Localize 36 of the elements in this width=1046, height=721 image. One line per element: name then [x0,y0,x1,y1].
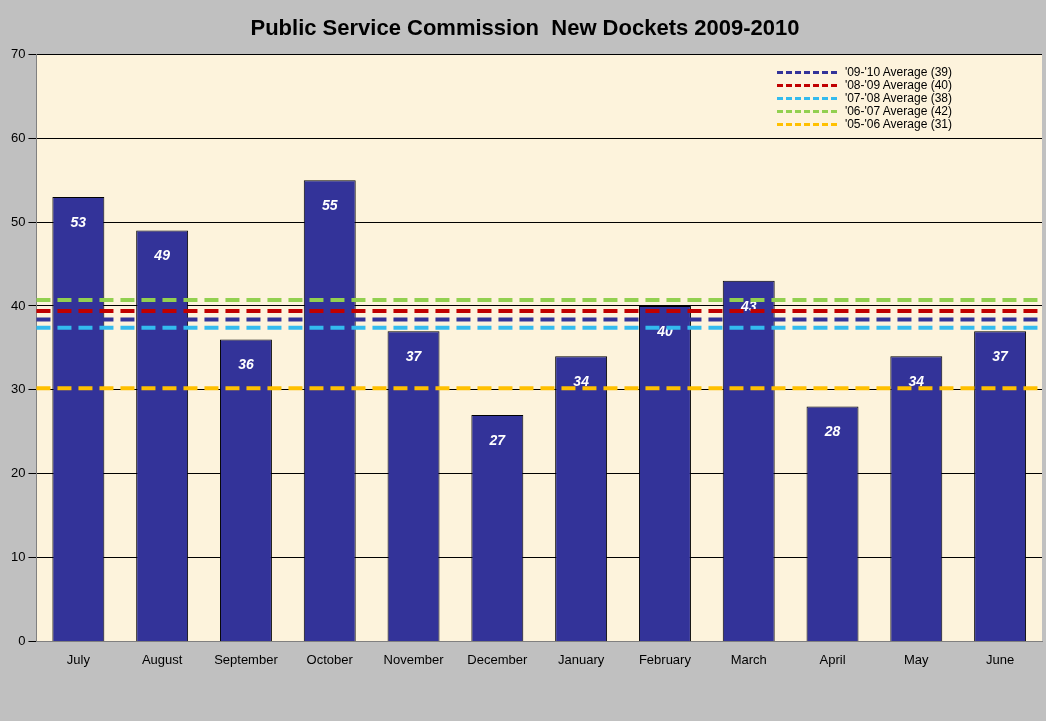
data-label: 27 [488,431,507,448]
x-tick-label: November [383,651,445,667]
data-label: 55 [321,197,338,214]
x-tick-label: October [306,651,354,667]
x-tick-label: April [819,651,846,667]
chart-title: Public Service Commission New Dockets 2009-2010 [250,15,800,41]
data-label: 28 [823,423,841,440]
y-tick-label: 30 [10,381,26,397]
legend-label: '07-'08 Average (38) [844,91,952,106]
data-label: 34 [908,373,925,390]
legend-label: '08-'09 Average (40) [844,78,952,93]
legend-label: '06-'07 Average (42) [844,104,952,119]
data-label: 37 [405,347,423,364]
x-tick-label: February [638,651,692,667]
x-tick-label: August [141,651,183,667]
y-tick-label: 40 [10,297,26,313]
y-tick-label: 60 [10,129,26,145]
x-tick-label: September [214,651,279,667]
data-label: 53 [70,213,87,230]
legend-label: '09-'10 Average (39) [844,65,952,80]
y-tick-label: 70 [10,45,26,61]
x-tick-label: July [66,651,91,667]
x-tick-label: January [558,651,605,667]
y-tick-label: 50 [10,213,26,229]
y-tick-label: 20 [10,465,26,481]
y-tick-label: 0 [18,632,26,648]
data-label: 36 [238,356,254,373]
x-tick-label: May [904,651,930,667]
data-label: 34 [573,373,590,390]
x-tick-label: June [986,651,1015,667]
y-tick-label: 10 [10,549,26,565]
data-label: 37 [992,347,1010,364]
data-label: 49 [153,247,171,264]
x-tick-label: December [467,651,528,667]
x-tick-label: March [730,651,767,667]
legend-label: '05-'06 Average (31) [844,117,952,132]
